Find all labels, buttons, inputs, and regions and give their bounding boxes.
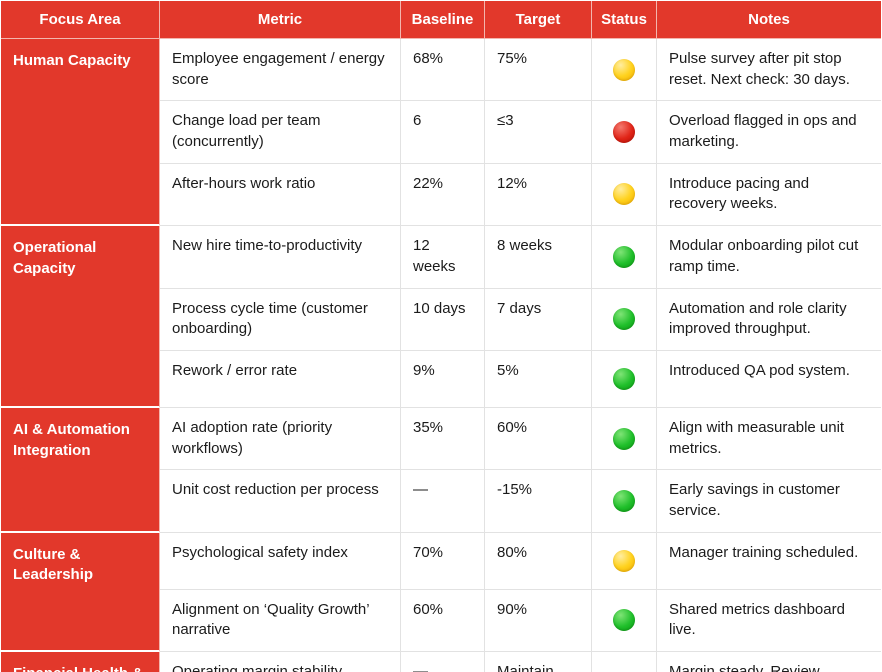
baseline-cell: 22% (401, 163, 485, 227)
table-body: Human Capacity Employee engagement / ener… (1, 39, 881, 672)
table-header: Focus Area Metric Baseline Target Status… (1, 1, 881, 39)
status-cell (592, 288, 657, 351)
status-cell (592, 470, 657, 533)
baseline-cell: 9% (401, 350, 485, 408)
table-row: AI & Automation Integration AI adoption r… (1, 407, 881, 533)
status-cell (592, 101, 657, 164)
status-green-circle-icon (613, 489, 635, 512)
notes-cell: Introduce pacing and recovery weeks. (657, 163, 881, 227)
target-cell: 7 days (485, 288, 592, 351)
status-cell (592, 589, 657, 652)
column-header-metric: Metric (160, 1, 401, 39)
focus-area-cell: Human Capacity (1, 39, 160, 227)
status-green-circle-icon (613, 427, 635, 450)
metric-cell: AI adoption rate (priority workflows) (160, 407, 401, 471)
baseline-cell: 10 days (401, 288, 485, 351)
target-cell: 8 weeks (485, 226, 592, 289)
column-header-focus-area: Focus Area (1, 1, 160, 39)
status-green-circle-icon (613, 367, 635, 390)
column-header-baseline: Baseline (401, 1, 485, 39)
table-row: Process cycle time (customer onboarding)… (1, 288, 881, 351)
focus-area-cell: Culture & Leadership (1, 532, 160, 652)
target-cell: Maintain ±2% range (485, 652, 592, 672)
metric-cell: Process cycle time (customer onboarding) (160, 288, 401, 351)
metric-cell: After-hours work ratio (160, 163, 401, 227)
notes-cell: Introduced QA pod system. (657, 350, 881, 408)
notes-cell: Manager training scheduled. (657, 532, 881, 590)
target-cell: 5% (485, 350, 592, 408)
metric-cell: Alignment on ‘Quality Growth’ narrative (160, 589, 401, 652)
status-green-circle-icon (613, 609, 635, 632)
focus-area-cell: Operational Capacity (1, 226, 160, 408)
target-cell: 80% (485, 532, 592, 590)
table-row: Operational Capacity New hire time-to-pro… (1, 226, 881, 408)
target-cell: 60% (485, 407, 592, 471)
metric-cell: New hire time-to-productivity (160, 226, 401, 289)
target-cell: 12% (485, 163, 592, 227)
status-cell (592, 39, 657, 102)
baseline-cell: — (401, 470, 485, 533)
focus-area-cell: AI & Automation Integration (1, 407, 160, 533)
table-row: Human Capacity Employee engagement / ener… (1, 39, 881, 227)
baseline-cell: 70% (401, 532, 485, 590)
target-cell: ≤3 (485, 101, 592, 164)
table-row: After-hours work ratio 22% 12% Introduce pa… (1, 163, 881, 227)
status-green-circle-icon (613, 245, 635, 268)
baseline-cell: — (401, 652, 485, 672)
column-header-status: Status (592, 1, 657, 39)
table-row: Financial Health & ResilienceOperating m… (1, 652, 881, 672)
status-green-circle-icon (613, 308, 635, 331)
target-cell: -15% (485, 470, 592, 533)
metric-cell: Change load per team (concurrently) (160, 101, 401, 164)
status-cell (592, 407, 657, 471)
metric-cell: Rework / error rate (160, 350, 401, 408)
focus-area-cell: Financial Health & Resilience (1, 652, 160, 672)
notes-cell: Margin steady. Review quarterly. (657, 652, 881, 672)
target-cell: 90% (485, 589, 592, 652)
column-header-notes: Notes (657, 1, 881, 39)
notes-cell: Automation and role clarity improved thr… (657, 288, 881, 351)
table-row: Unit cost reduction per process — -15% Earl… (1, 470, 881, 533)
table-row: Culture & Leadership Psychological safety… (1, 532, 881, 652)
notes-cell: Overload flagged in ops and marketing. (657, 101, 881, 164)
status-cell (592, 163, 657, 227)
status-yellow-circle-icon (613, 549, 635, 572)
table-row: Change load per team (concurrently) 6 ≤3 Ov… (1, 101, 881, 164)
metric-cell: Operating margin stability (160, 652, 401, 672)
target-cell: 75% (485, 39, 592, 102)
table-row: Rework / error rate 9% 5% Introduced QA pod… (1, 350, 881, 408)
table-row: Alignment on ‘Quality Growth’ narrative 6… (1, 589, 881, 652)
status-cell (592, 652, 657, 672)
status-yellow-circle-icon (613, 183, 635, 206)
status-cell (592, 350, 657, 408)
status-yellow-circle-icon (613, 58, 635, 81)
baseline-cell: 68% (401, 39, 485, 102)
notes-cell: Early savings in customer service. (657, 470, 881, 533)
column-header-target: Target (485, 1, 592, 39)
baseline-cell: 35% (401, 407, 485, 471)
baseline-cell: 12 weeks (401, 226, 485, 289)
notes-cell: Pulse survey after pit stop reset. Next … (657, 39, 881, 102)
status-red-circle-icon (613, 121, 635, 144)
notes-cell: Shared metrics dashboard live. (657, 589, 881, 652)
metric-cell: Unit cost reduction per process (160, 470, 401, 533)
metric-cell: Psychological safety index (160, 532, 401, 590)
metric-cell: Employee engagement / energy score (160, 39, 401, 102)
header-row: Focus Area Metric Baseline Target Status… (1, 1, 881, 39)
status-cell (592, 532, 657, 590)
baseline-cell: 60% (401, 589, 485, 652)
notes-cell: Modular onboarding pilot cut ramp time. (657, 226, 881, 289)
status-cell (592, 226, 657, 289)
notes-cell: Align with measurable unit metrics. (657, 407, 881, 471)
baseline-cell: 6 (401, 101, 485, 164)
